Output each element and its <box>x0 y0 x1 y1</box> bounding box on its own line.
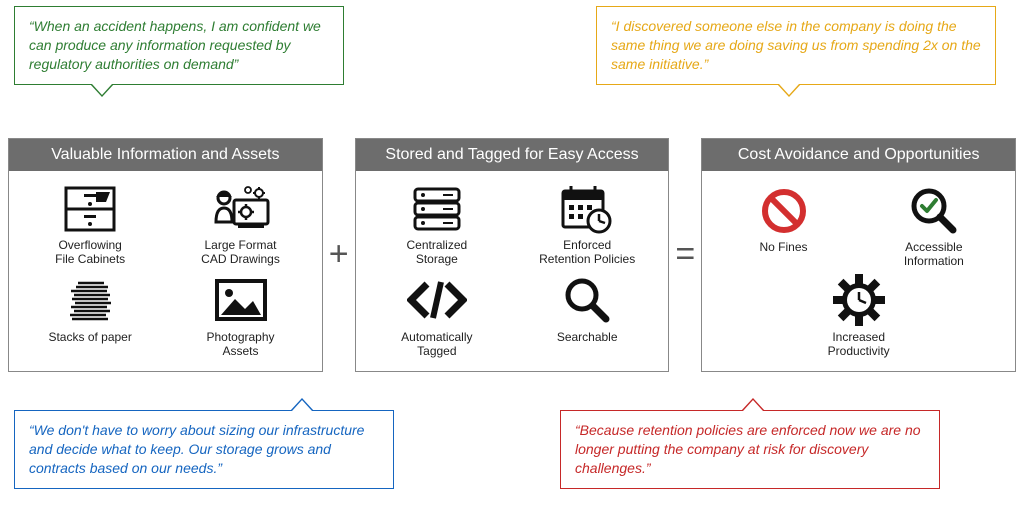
paper-stack-icon <box>48 273 131 328</box>
quote-red: “Because retention policies are enforced… <box>560 410 940 489</box>
item-no-fines: No Fines <box>759 183 809 269</box>
panel-storage-title: Stored and Tagged for Easy Access <box>356 139 669 171</box>
code-tag-icon <box>401 273 472 328</box>
quote-red-text: “Because retention policies are enforced… <box>575 422 921 476</box>
item-label: OverflowingFile Cabinets <box>55 238 125 267</box>
equation-row: Valuable Information and Assets Overflow… <box>8 138 1016 372</box>
magnifier-check-icon <box>904 183 964 238</box>
item-paper-stacks: Stacks of paper <box>48 273 131 344</box>
panel-storage: Stored and Tagged for Easy Access Centra… <box>355 138 670 372</box>
plus-operator: + <box>323 235 355 274</box>
item-label: IncreasedProductivity <box>828 330 890 359</box>
no-fines-icon <box>759 183 809 238</box>
equals-operator: = <box>669 235 701 274</box>
gear-clock-icon <box>828 273 890 328</box>
panel-assets: Valuable Information and Assets Overflow… <box>8 138 323 372</box>
item-label: Large FormatCAD Drawings <box>201 238 280 267</box>
panel-outcomes: Cost Avoidance and Opportunities No Fine… <box>701 138 1016 372</box>
quote-green-text: “When an accident happens, I am confiden… <box>29 18 321 72</box>
photo-icon <box>206 273 274 328</box>
magnifier-icon <box>557 273 618 328</box>
item-centralized-storage: CentralizedStorage <box>406 181 467 267</box>
quote-pointer <box>777 84 801 97</box>
quote-yellow: “I discovered someone else in the compan… <box>596 6 996 85</box>
quote-blue-text: “We don't have to worry about sizing our… <box>29 422 364 476</box>
item-accessible-info: AccessibleInformation <box>904 183 964 269</box>
item-label: No Fines <box>759 240 809 254</box>
cad-engineer-icon <box>201 181 280 236</box>
item-label: Stacks of paper <box>48 330 131 344</box>
calendar-clock-icon <box>539 181 635 236</box>
panel-storage-body: CentralizedStorage EnforcedRetenti <box>356 171 669 371</box>
server-stack-icon <box>406 181 467 236</box>
item-label: EnforcedRetention Policies <box>539 238 635 267</box>
quote-blue: “We don't have to worry about sizing our… <box>14 410 394 489</box>
item-label: AccessibleInformation <box>904 240 964 269</box>
item-file-cabinets: OverflowingFile Cabinets <box>55 181 125 267</box>
item-label: PhotographyAssets <box>206 330 274 359</box>
quote-yellow-text: “I discovered someone else in the compan… <box>611 18 981 72</box>
panel-assets-title: Valuable Information and Assets <box>9 139 322 171</box>
quote-pointer <box>290 398 314 411</box>
item-auto-tagged: AutomaticallyTagged <box>401 273 472 359</box>
panel-outcomes-title: Cost Avoidance and Opportunities <box>702 139 1015 171</box>
quote-green: “When an accident happens, I am confiden… <box>14 6 344 85</box>
item-retention-policies: EnforcedRetention Policies <box>539 181 635 267</box>
item-photography: PhotographyAssets <box>206 273 274 359</box>
panel-outcomes-body: No Fines AccessibleInformation <box>702 171 1015 371</box>
item-productivity: IncreasedProductivity <box>828 273 890 359</box>
item-label: AutomaticallyTagged <box>401 330 472 359</box>
item-searchable: Searchable <box>557 273 618 344</box>
item-label: CentralizedStorage <box>406 238 467 267</box>
panel-assets-body: OverflowingFile Cabinets <box>9 171 322 371</box>
file-cabinet-icon <box>55 181 125 236</box>
quote-pointer <box>741 398 765 411</box>
item-label: Searchable <box>557 330 618 344</box>
quote-pointer <box>90 84 114 97</box>
item-cad-drawings: Large FormatCAD Drawings <box>201 181 280 267</box>
